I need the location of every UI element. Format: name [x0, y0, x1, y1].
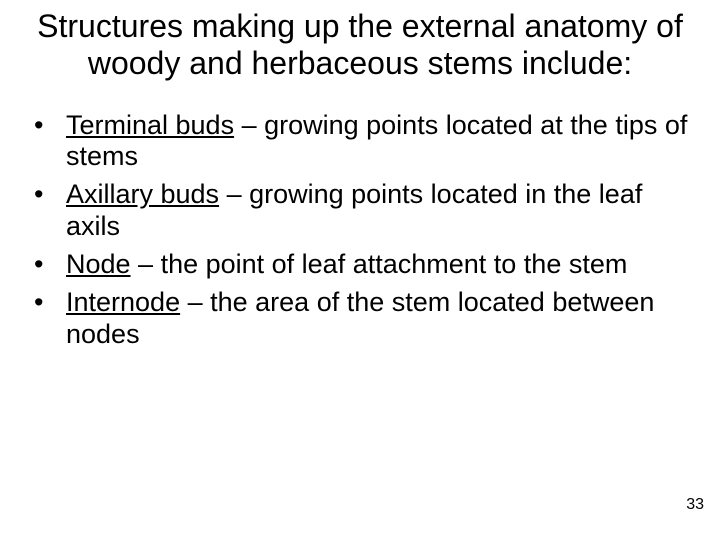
definition-text: – the point of leaf attachment to the st… [131, 249, 628, 279]
list-item: Terminal buds – growing points located a… [20, 110, 700, 174]
term: Node [66, 249, 131, 279]
bullet-list: Terminal buds – growing points located a… [20, 110, 700, 351]
term: Internode [66, 287, 180, 317]
list-item: Node – the point of leaf attachment to t… [20, 249, 700, 281]
term: Axillary buds [66, 179, 219, 209]
slide: Structures making up the external anatom… [0, 0, 720, 540]
slide-body: Terminal buds – growing points located a… [0, 82, 720, 351]
list-item: Internode – the area of the stem located… [20, 287, 700, 351]
page-number: 33 [686, 496, 704, 514]
list-item: Axillary buds – growing points located i… [20, 179, 700, 243]
slide-title: Structures making up the external anatom… [0, 0, 720, 82]
term: Terminal buds [66, 110, 234, 140]
